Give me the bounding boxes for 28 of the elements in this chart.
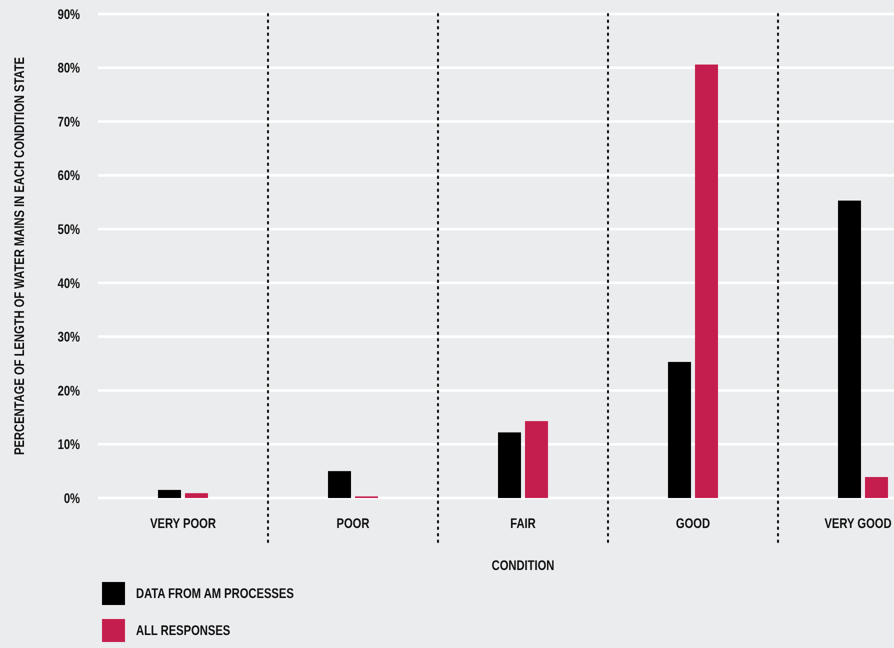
legend-label: DATA FROM AM PROCESSES bbox=[136, 586, 294, 602]
y-tick-label: 90% bbox=[58, 6, 80, 22]
bar bbox=[838, 200, 861, 498]
y-axis-title: PERCENTAGE OF LENGTH OF WATER MAINS IN EACH CONDITION STATE bbox=[12, 57, 28, 455]
bar bbox=[865, 477, 888, 498]
y-tick-label: 50% bbox=[58, 222, 80, 238]
bar bbox=[328, 471, 351, 498]
bar bbox=[158, 490, 181, 498]
y-tick-label: 60% bbox=[58, 168, 80, 184]
bar bbox=[185, 493, 208, 498]
x-tick-label: GOOD bbox=[676, 516, 710, 532]
bar bbox=[498, 432, 521, 498]
y-tick-label: 70% bbox=[58, 114, 80, 130]
y-tick-label: 0% bbox=[64, 490, 80, 506]
x-axis-title: CONDITION bbox=[492, 558, 554, 574]
bar bbox=[668, 362, 691, 498]
y-tick-label: 20% bbox=[58, 383, 80, 399]
y-tick-label: 10% bbox=[58, 436, 80, 452]
bar bbox=[525, 421, 548, 498]
legend-label: ALL RESPONSES bbox=[136, 622, 230, 638]
y-tick-label: 80% bbox=[58, 60, 80, 76]
x-tick-label: POOR bbox=[336, 516, 370, 532]
bar bbox=[695, 64, 718, 498]
x-tick-label: FAIR bbox=[510, 516, 536, 532]
y-tick-label: 30% bbox=[58, 329, 80, 345]
x-tick-label: VERY GOOD bbox=[824, 516, 892, 532]
y-tick-label: 40% bbox=[58, 276, 80, 292]
x-tick-label: VERY POOR bbox=[150, 516, 216, 532]
